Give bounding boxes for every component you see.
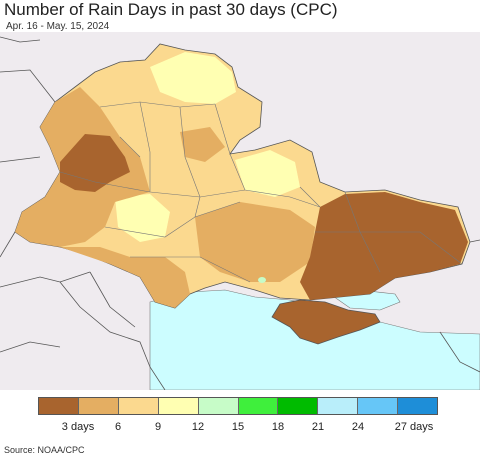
region-orange-southwest [60, 247, 190, 308]
legend-swatch-3 [158, 398, 199, 414]
legend-tick: 6 [114, 421, 122, 433]
map-subtitle: Apr. 16 - May. 15, 2024 [6, 21, 110, 32]
legend-tick: 15 [231, 421, 245, 433]
legend-swatch-9 [398, 398, 438, 414]
rain-days-map [0, 32, 480, 390]
map-canvas [0, 36, 480, 390]
country-borders [0, 36, 480, 390]
legend-swatch-0 [39, 398, 79, 414]
legend-tick: 21 [311, 421, 325, 433]
legend-swatch-4 [198, 398, 239, 414]
legend-swatch-7 [318, 398, 359, 414]
legend-swatch-2 [118, 398, 159, 414]
legend-swatch-8 [358, 398, 399, 414]
legend-tick: 24 [351, 421, 365, 433]
legend-tick: 27 days [394, 421, 434, 433]
region-yellow-east [235, 150, 300, 197]
region-yellow-central [115, 194, 170, 242]
map-title: Number of Rain Days in past 30 days (CPC… [4, 0, 338, 19]
region-orange-central [180, 127, 225, 162]
region-yellow-north [150, 52, 236, 104]
region-orange-south [195, 202, 315, 282]
legend-tick: 3 days [61, 421, 95, 433]
color-legend [38, 397, 438, 415]
legend-swatch-5 [238, 398, 279, 414]
oblast-borders [59, 101, 463, 283]
legend-swatch-1 [78, 398, 119, 414]
source-note: Source: NOAA/CPC [4, 445, 85, 455]
legend-tick: 18 [271, 421, 285, 433]
region-brown-west [60, 134, 130, 192]
region-green-spot [258, 277, 266, 283]
legend-tick: 9 [154, 421, 162, 433]
region-crimea [271, 299, 381, 345]
legend-swatch-6 [278, 398, 319, 414]
legend-ticks: 3 days 6 9 12 15 18 21 24 27 days [0, 421, 480, 437]
legend-tick: 12 [191, 421, 205, 433]
region-brown-east [300, 192, 468, 300]
